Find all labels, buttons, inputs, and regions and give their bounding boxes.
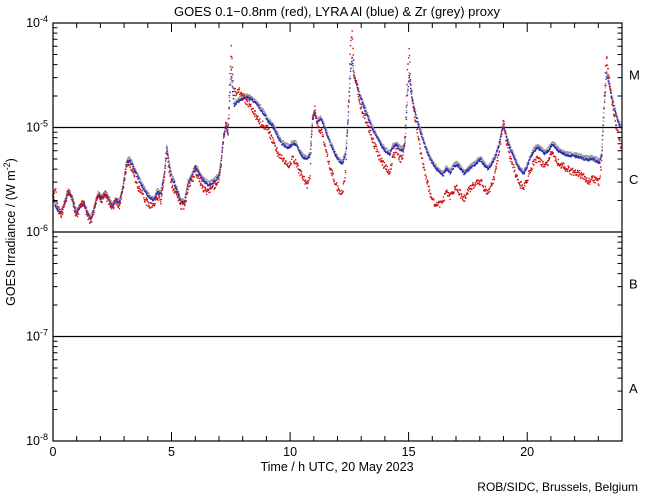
y-axis-label: GOES Irradiance / (W m-2) bbox=[2, 158, 18, 306]
x-tick-label: 15 bbox=[402, 445, 416, 459]
chart-title: GOES 0.1−0.8nm (red), LYRA Al (blue) & Z… bbox=[174, 4, 500, 19]
flare-class-boundary-lines bbox=[53, 126, 622, 338]
boundary-line-path bbox=[53, 126, 622, 338]
flare-class-label: C bbox=[629, 172, 638, 187]
flare-class-label: A bbox=[629, 381, 638, 396]
flare-class-label: M bbox=[629, 67, 640, 82]
y-tick-label: 10-6 bbox=[26, 223, 48, 239]
y-tick-label: 10-5 bbox=[26, 119, 48, 135]
y-tick-label: 10-7 bbox=[26, 328, 48, 344]
x-tick-label: 0 bbox=[50, 445, 57, 459]
tick-labels: 0 5 10 15 20 10-4 10-5 10-6 10-7 10-8 bbox=[26, 14, 534, 459]
flare-class-labels: M C B A bbox=[629, 67, 640, 396]
x-axis-label: Time / h UTC, 20 May 2023 bbox=[260, 460, 413, 474]
credit-text: ROB/SIDC, Brussels, Belgium bbox=[477, 480, 638, 494]
tick-marks-path bbox=[52, 22, 623, 442]
flare-class-label: B bbox=[629, 276, 638, 291]
x-tick-label: 10 bbox=[283, 445, 297, 459]
x-tick-label: 5 bbox=[168, 445, 175, 459]
x-tick-label: 20 bbox=[520, 445, 534, 459]
y-tick-label: 10-8 bbox=[26, 432, 48, 448]
y-tick-label: 10-4 bbox=[26, 14, 48, 30]
axes-and-ticks bbox=[52, 22, 623, 442]
